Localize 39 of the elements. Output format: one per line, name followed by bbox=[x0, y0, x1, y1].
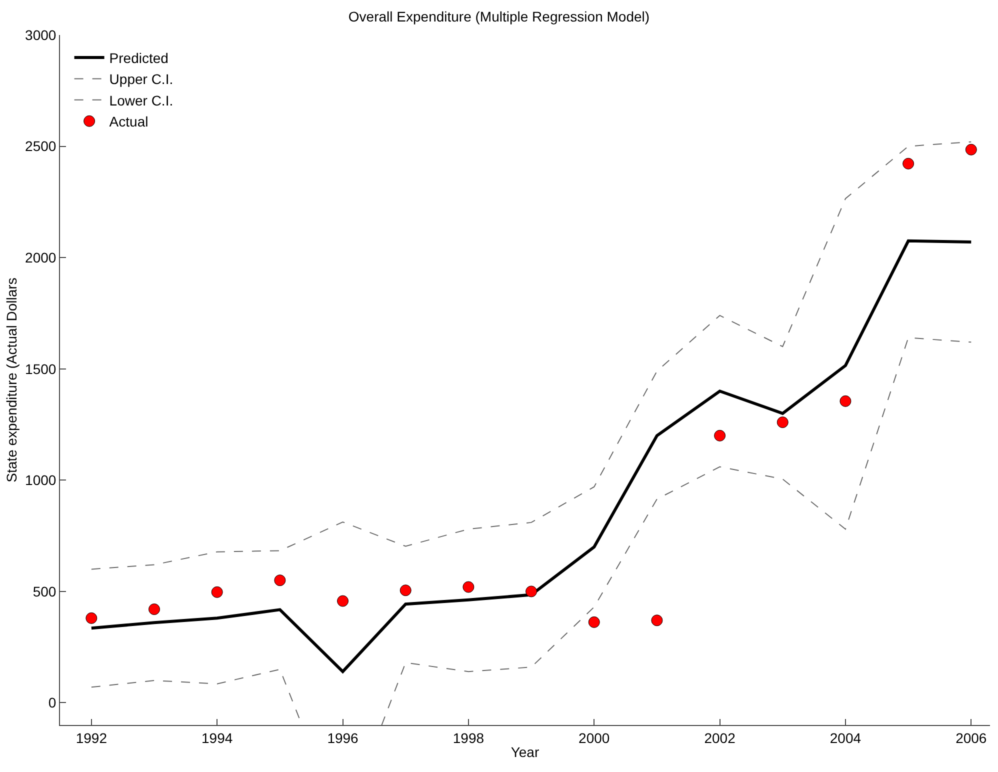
y-tick-label: 500 bbox=[32, 583, 56, 600]
y-tick-label: 2000 bbox=[25, 249, 56, 266]
legend-label: Upper C.I. bbox=[109, 71, 174, 88]
x-tick-label: 2002 bbox=[704, 730, 736, 746]
point bbox=[965, 144, 977, 156]
y-tick-label: 3000 bbox=[25, 26, 56, 43]
y-axis-title: State expenditure (Actual Dollars bbox=[4, 278, 20, 482]
point bbox=[651, 614, 663, 626]
x-axis-title: Year bbox=[510, 744, 540, 760]
x-tick-label: 2004 bbox=[830, 730, 862, 746]
point bbox=[211, 586, 223, 598]
x-tick-label: 2000 bbox=[578, 730, 610, 746]
x-tick-label: 2006 bbox=[956, 730, 987, 746]
point bbox=[902, 158, 914, 170]
point bbox=[714, 430, 726, 442]
line-series bbox=[90, 141, 972, 570]
y-tick-label: 1000 bbox=[25, 472, 56, 488]
y-tick-label: 1500 bbox=[25, 360, 56, 377]
legend-label: Lower C.I. bbox=[109, 92, 174, 108]
x-tick-label: 1996 bbox=[327, 730, 359, 746]
chart-title: Overall Expenditure (Multiple Regression Model) bbox=[348, 8, 650, 24]
x-tick-label: 1992 bbox=[76, 730, 108, 746]
point bbox=[840, 395, 852, 407]
point bbox=[588, 616, 600, 628]
point bbox=[526, 586, 538, 598]
point bbox=[274, 574, 286, 586]
x-tick-label: 1994 bbox=[202, 730, 233, 746]
point bbox=[148, 604, 160, 616]
y-tick-label: 0 bbox=[48, 694, 56, 711]
y-tick-label: 2500 bbox=[25, 138, 56, 154]
point bbox=[337, 595, 349, 607]
line-series bbox=[90, 239, 973, 674]
point bbox=[86, 612, 98, 624]
point bbox=[776, 416, 788, 428]
legend-label: Actual bbox=[109, 114, 148, 130]
legend-label: Predicted bbox=[109, 50, 168, 66]
point bbox=[462, 581, 474, 593]
x-tick-label: 1998 bbox=[452, 730, 484, 746]
point bbox=[400, 584, 412, 596]
